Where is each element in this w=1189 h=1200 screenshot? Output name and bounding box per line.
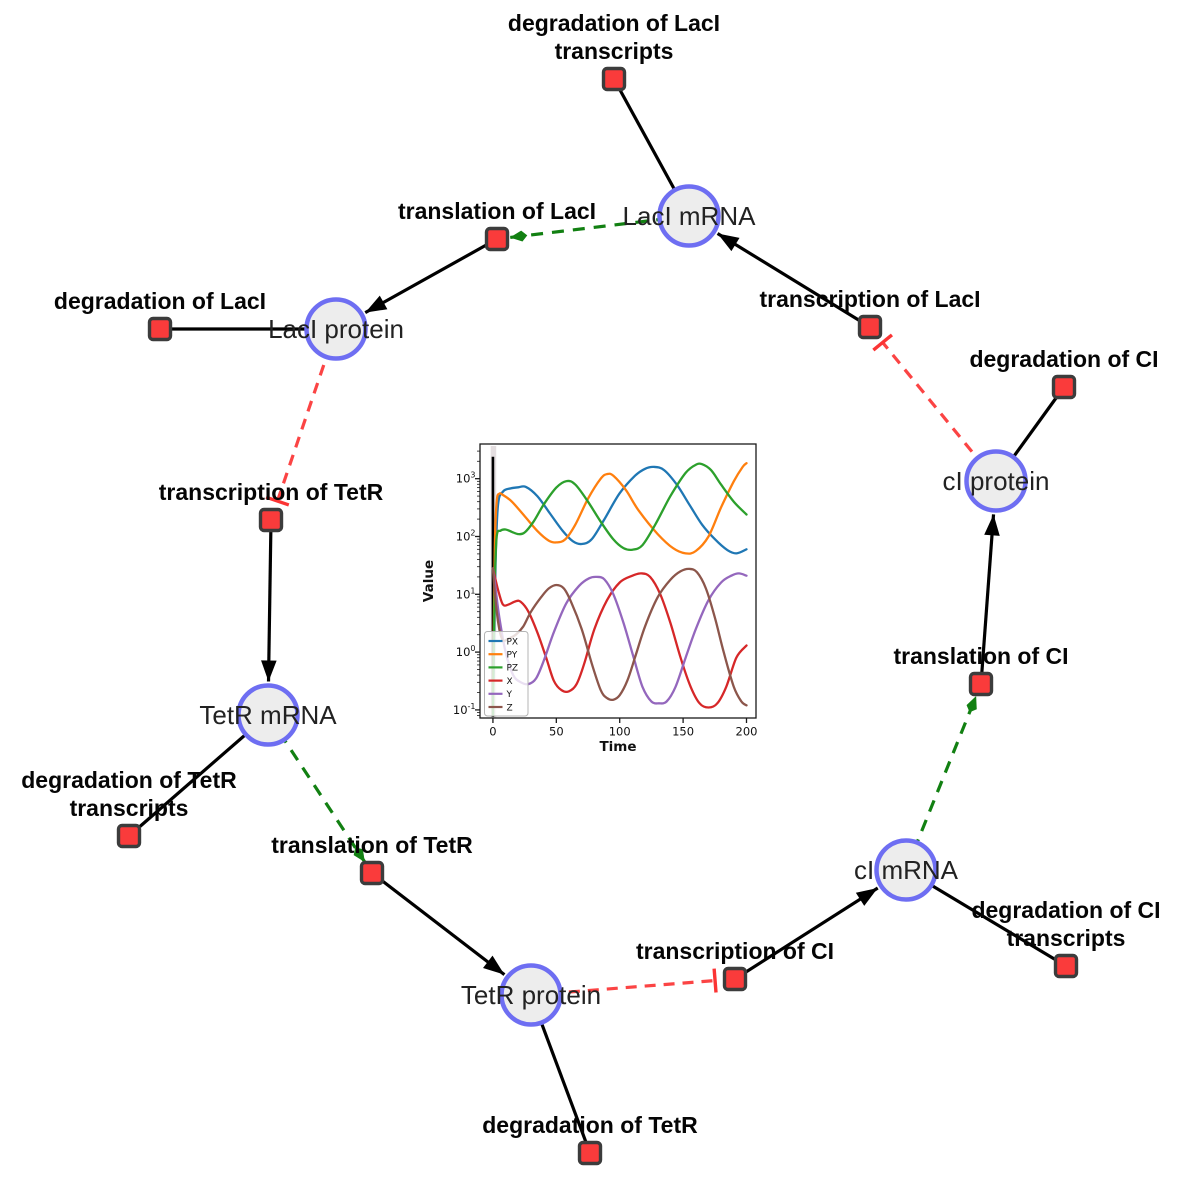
chart-yaxis-label: Value bbox=[421, 560, 437, 602]
chart-series-PZ bbox=[491, 462, 748, 717]
edge-production-tx_tetr-tetr_mrna bbox=[261, 519, 277, 682]
chart-legend-label-PY: PY bbox=[507, 651, 518, 661]
reaction-label-deg_tetr: degradation of TetR bbox=[482, 1112, 698, 1138]
reaction-node-deg_tetr[interactable] bbox=[577, 1140, 603, 1166]
reaction-node-tl_ci[interactable] bbox=[968, 671, 994, 697]
chart-series-group bbox=[491, 462, 748, 717]
chart-x-tick-label-200: 200 bbox=[736, 725, 758, 739]
reaction-node-tx_laci[interactable] bbox=[857, 314, 883, 340]
chart-series-Y bbox=[491, 567, 748, 705]
species-node-laci_mrna[interactable] bbox=[657, 184, 721, 248]
reaction-label-deg_tetr_tx-line2: transcripts bbox=[70, 795, 189, 821]
species-label-ci_protein: cI protein bbox=[943, 466, 1050, 496]
reaction-node-deg_ci_tx[interactable] bbox=[1053, 953, 1079, 979]
chart-x-tick-label-50: 50 bbox=[549, 725, 564, 739]
reaction-label-deg_ci_tx-line2: transcripts bbox=[1007, 925, 1126, 951]
edge-inhibition-tetr_protein-tx_ci bbox=[530, 968, 718, 997]
chart-frame bbox=[479, 443, 757, 719]
chart-legend-label-Y: Y bbox=[506, 690, 513, 700]
chart-xaxis-label: Time bbox=[599, 739, 636, 755]
reaction-label-deg_laci_tx-line1: degradation of LacI bbox=[508, 10, 720, 36]
chart-series-PX bbox=[491, 465, 748, 717]
reaction-label-deg_tetr_tx-line1: degradation of TetR bbox=[21, 767, 237, 793]
species-label-tetr_mrna: TetR mRNA bbox=[199, 700, 337, 730]
reaction-node-tx_ci[interactable] bbox=[722, 966, 748, 992]
reaction-label-tx_laci: transcription of LacI bbox=[759, 286, 980, 312]
chart-y-tick-label-1e1: 101 bbox=[456, 586, 476, 601]
chart-legend-label-PZ: PZ bbox=[507, 664, 519, 674]
chart-y-tick-label-1e3: 103 bbox=[456, 471, 476, 486]
chart-series-Z bbox=[491, 567, 748, 707]
edge-production-tl_tetr-tetr_protein bbox=[371, 871, 506, 976]
chart-y-tick-label-1e-1: 10-1 bbox=[453, 702, 476, 717]
reaction-node-deg_ci[interactable] bbox=[1051, 374, 1077, 400]
reaction-node-tl_laci[interactable] bbox=[484, 226, 510, 252]
species-node-tetr_protein[interactable] bbox=[499, 963, 563, 1027]
reaction-node-tl_tetr[interactable] bbox=[359, 860, 385, 886]
chart-y-tick-label-1e2: 102 bbox=[456, 528, 476, 543]
species-node-tetr_mrna[interactable] bbox=[236, 683, 300, 747]
species-node-ci_protein[interactable] bbox=[964, 449, 1028, 513]
chart-y-tick-label-1e0: 100 bbox=[456, 644, 476, 659]
reaction-label-tx_ci: transcription of CI bbox=[636, 938, 834, 964]
chart-series-PY bbox=[491, 462, 748, 717]
reaction-label-tl_ci: translation of CI bbox=[893, 643, 1068, 669]
chart-series-X bbox=[491, 567, 748, 709]
reaction-label-tx_tetr: transcription of TetR bbox=[159, 479, 384, 505]
edge-production-tl_laci-laci_protein bbox=[364, 237, 498, 315]
chart-legend-label-Z: Z bbox=[507, 703, 513, 713]
inset-chart: 0 50 100 150 20010-1100101102103TimeValuePXP… bbox=[421, 443, 758, 755]
species-label-ci_mrna: cI mRNA bbox=[854, 855, 959, 885]
reaction-node-deg_laci_tx[interactable] bbox=[601, 66, 627, 92]
network-nodes bbox=[116, 66, 1079, 1166]
reaction-label-deg_ci: degradation of CI bbox=[969, 346, 1158, 372]
reaction-node-tx_tetr[interactable] bbox=[258, 507, 284, 533]
species-node-ci_mrna[interactable] bbox=[874, 838, 938, 902]
reaction-node-deg_tetr_tx[interactable] bbox=[116, 823, 142, 849]
species-label-tetr_protein: TetR protein bbox=[461, 980, 601, 1010]
species-label-laci_protein: LacI protein bbox=[268, 314, 404, 344]
reaction-label-tl_laci: translation of LacI bbox=[398, 198, 596, 224]
species-node-laci_protein[interactable] bbox=[304, 297, 368, 361]
reaction-label-deg_laci_tx-line2: transcripts bbox=[555, 38, 674, 64]
chart-x-tick-label-0: 0 bbox=[489, 725, 496, 739]
reaction-label-deg_ci_tx-line1: degradation of CI bbox=[971, 897, 1160, 923]
reaction-node-deg_laci[interactable] bbox=[147, 316, 173, 342]
chart-x-tick-label-100: 100 bbox=[609, 725, 631, 739]
species-label-laci_mrna: LacI mRNA bbox=[623, 201, 757, 231]
chart-legend-label-X: X bbox=[507, 677, 513, 687]
edge-production-tx_laci-laci_mrna bbox=[716, 232, 871, 329]
network-labels: LacI mRNA LacI protein TetR mRNA TetR prote… bbox=[21, 10, 1160, 1138]
edge-production-tx_ci-ci_mrna bbox=[734, 886, 879, 981]
chart-x-tick-label-150: 150 bbox=[672, 725, 694, 739]
reaction-label-tl_tetr: translation of TetR bbox=[271, 832, 473, 858]
chart-legend-label-PX: PX bbox=[507, 637, 519, 647]
edge-production-tl_ci-ci_protein bbox=[979, 514, 1000, 685]
chart-legend: PX PY PZ XYZ bbox=[484, 631, 529, 717]
reaction-label-deg_laci: degradation of LacI bbox=[54, 288, 266, 314]
